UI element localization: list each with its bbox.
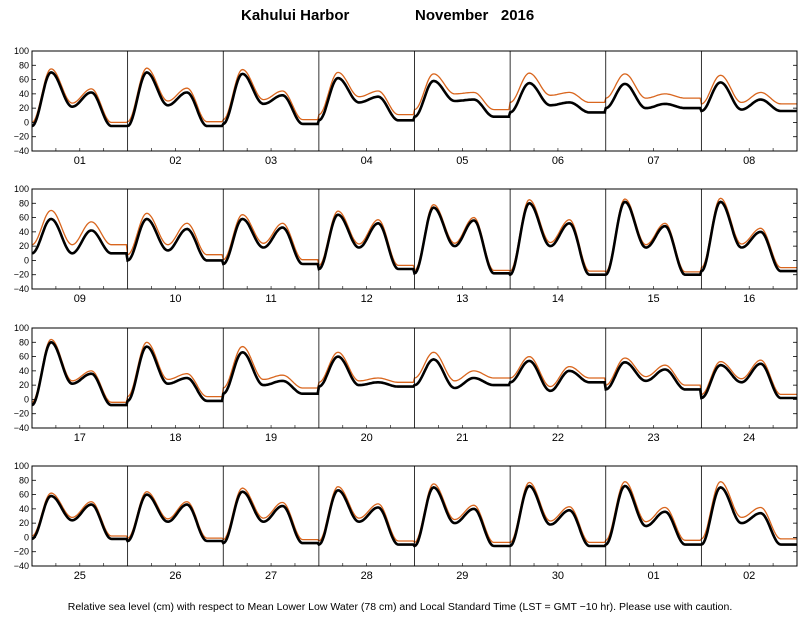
y-tick-label: 40 (19, 227, 29, 237)
panel-4: 25 26 27 28 29 30 01 02 −40 −20 0 20 40 60 80 100 (14, 461, 798, 582)
y-tick-label: 60 (19, 490, 29, 500)
day-label: 03 (265, 155, 277, 167)
day-label: 17 (74, 432, 86, 444)
day-label: 12 (361, 293, 373, 305)
y-tick-label: 80 (19, 198, 29, 208)
y-tick-label: 100 (14, 184, 29, 194)
day-label: 07 (647, 155, 659, 167)
day-label: 02 (743, 570, 755, 582)
y-tick-label: −40 (14, 423, 29, 433)
chart-title-period: November 2016 (415, 7, 534, 24)
day-label: 15 (647, 293, 659, 305)
y-tick-label: 20 (19, 380, 29, 390)
y-tick-label: −40 (14, 146, 29, 156)
chart-title-station: Kahului Harbor (241, 7, 350, 24)
day-label: 16 (743, 293, 755, 305)
y-tick-label: 0 (24, 117, 29, 127)
y-tick-label: 20 (19, 241, 29, 251)
day-label: 26 (169, 570, 181, 582)
y-tick-label: 40 (19, 89, 29, 99)
panel-1: 01 02 03 04 05 06 07 08 −40 −20 0 20 40 60 80 100 (14, 46, 798, 167)
y-tick-label: 80 (19, 475, 29, 485)
y-tick-label: 0 (24, 255, 29, 265)
day-label: 27 (265, 570, 277, 582)
y-tick-label: −20 (14, 409, 29, 419)
day-label: 01 (647, 570, 659, 582)
day-label: 19 (265, 432, 277, 444)
day-label: 24 (743, 432, 755, 444)
day-label: 13 (456, 293, 468, 305)
day-label: 30 (552, 570, 564, 582)
day-label: 23 (647, 432, 659, 444)
chart-footnote: Relative sea level (cm) with respect to … (67, 601, 733, 613)
panel-3: 17 18 19 20 21 22 23 24 −40 −20 0 20 40 60 80 100 (14, 323, 798, 444)
y-tick-label: 60 (19, 213, 29, 223)
day-label: 06 (552, 155, 564, 167)
y-tick-label: 20 (19, 518, 29, 528)
day-label: 08 (743, 155, 755, 167)
y-tick-label: 40 (19, 366, 29, 376)
day-label: 04 (361, 155, 373, 167)
y-tick-label: 20 (19, 103, 29, 113)
panel-2: 09 10 11 12 13 14 15 16 −40 −20 0 20 40 60 80 100 (14, 184, 798, 305)
y-tick-label: 80 (19, 60, 29, 70)
y-tick-label: 40 (19, 504, 29, 514)
y-tick-label: 100 (14, 323, 29, 333)
y-tick-label: 0 (24, 394, 29, 404)
day-label: 01 (74, 155, 86, 167)
y-tick-label: 100 (14, 461, 29, 471)
y-tick-label: −20 (14, 132, 29, 142)
y-tick-label: 60 (19, 352, 29, 362)
y-tick-label: −20 (14, 547, 29, 557)
y-tick-label: −40 (14, 284, 29, 294)
day-label: 05 (456, 155, 468, 167)
day-label: 20 (361, 432, 373, 444)
day-label: 09 (74, 293, 86, 305)
y-tick-label: 0 (24, 532, 29, 542)
day-label: 29 (456, 570, 468, 582)
y-tick-label: 80 (19, 337, 29, 347)
day-label: 28 (361, 570, 373, 582)
day-label: 22 (552, 432, 564, 444)
day-label: 21 (456, 432, 468, 444)
y-tick-label: −20 (14, 270, 29, 280)
day-label: 02 (169, 155, 181, 167)
y-tick-label: −40 (14, 561, 29, 571)
day-label: 14 (552, 293, 564, 305)
day-label: 18 (169, 432, 181, 444)
y-tick-label: 60 (19, 75, 29, 85)
y-tick-label: 100 (14, 46, 29, 56)
day-label: 25 (74, 570, 86, 582)
day-label: 11 (265, 293, 276, 305)
day-label: 10 (169, 293, 181, 305)
